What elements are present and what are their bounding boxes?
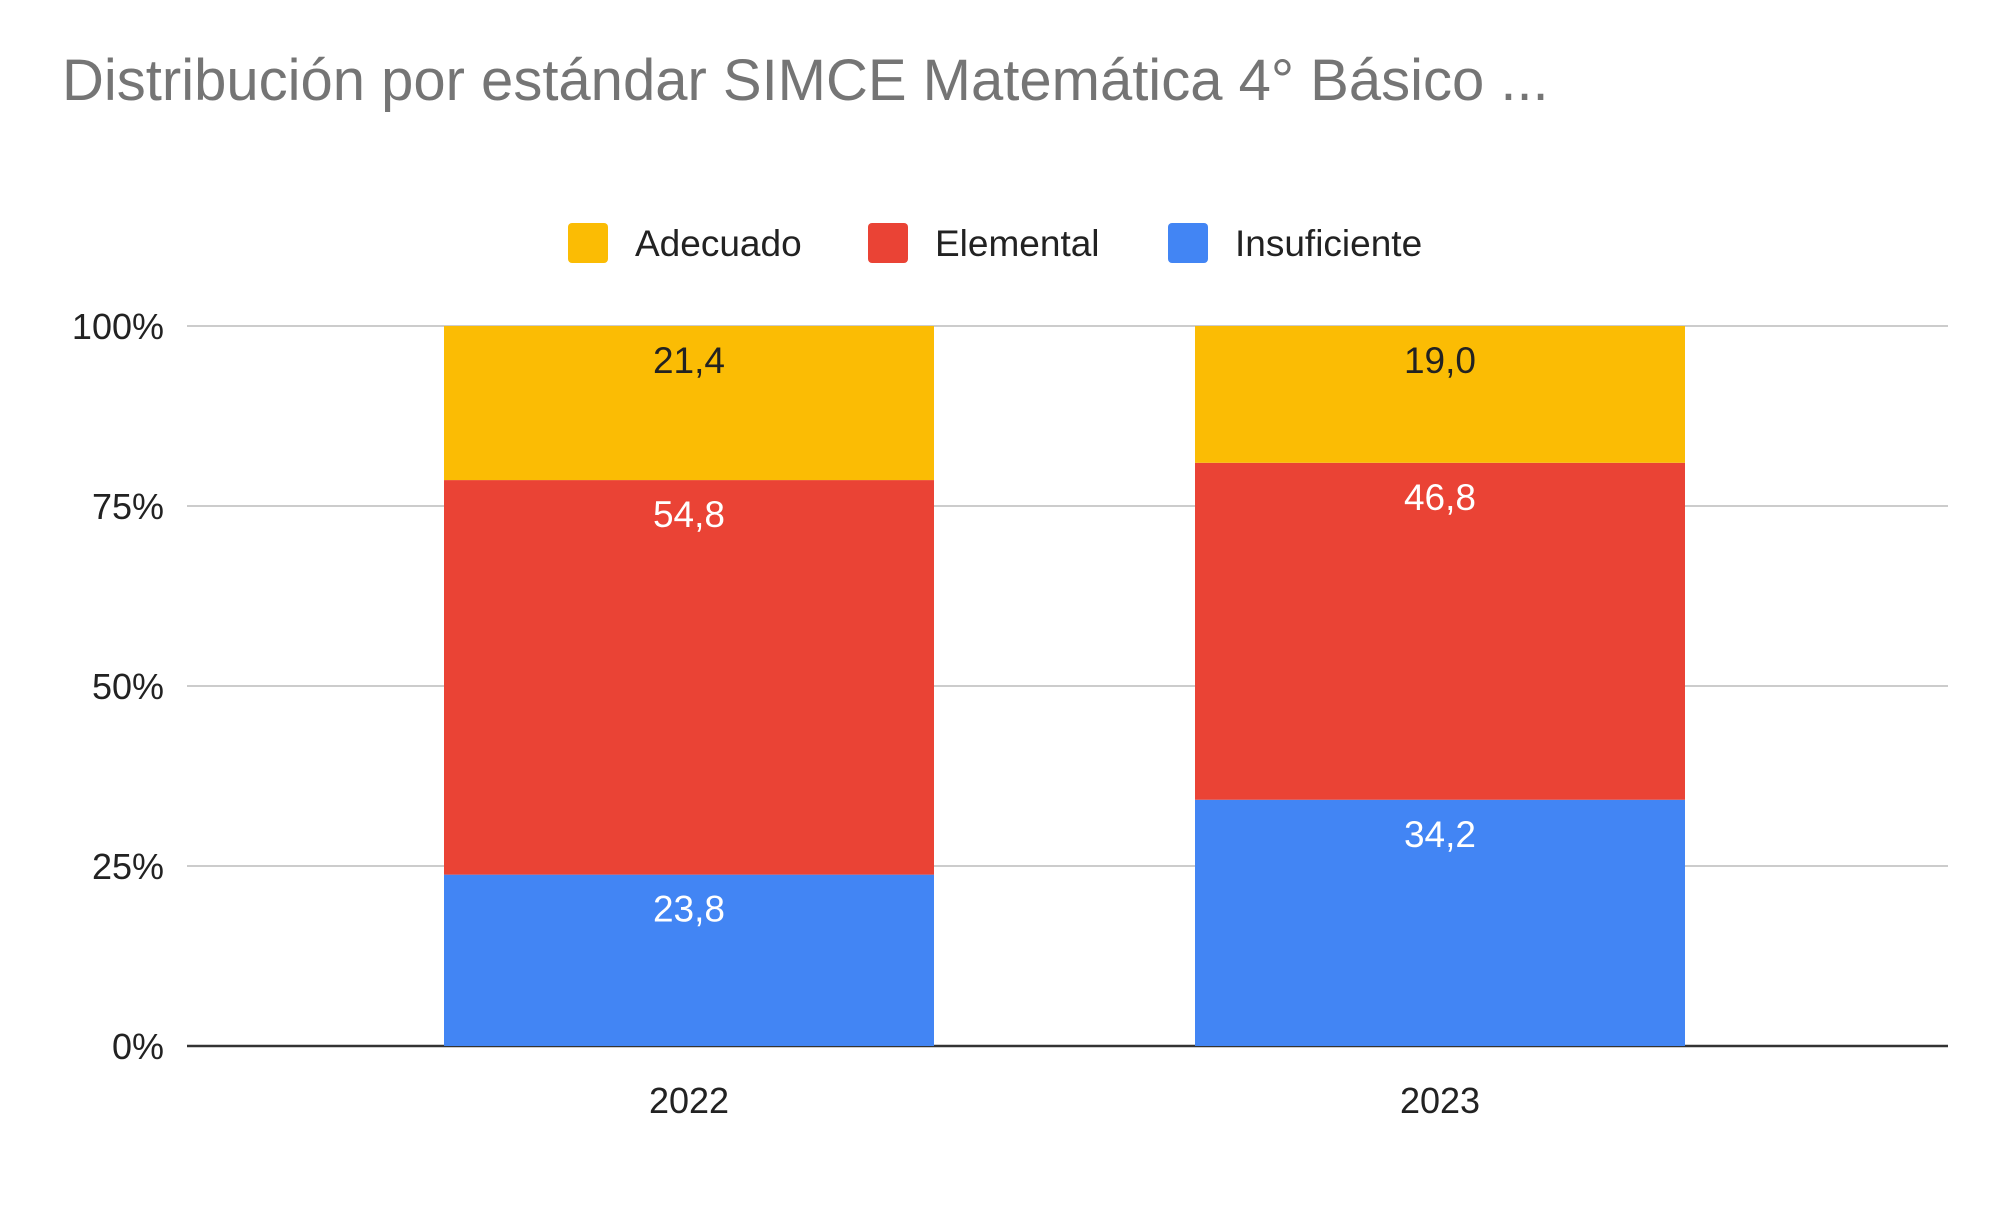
legend: Adecuado Elemental Insuficiente [568,223,1422,264]
data-label: 54,8 [653,494,725,535]
y-tick-label: 25% [92,846,164,887]
y-axis-ticks: 0% 25% 50% 75% 100% [72,306,164,1067]
legend-label-adecuado: Adecuado [635,223,802,264]
bar-segment-adecuado-2022 [444,326,934,481]
legend-label-insuficiente: Insuficiente [1235,223,1422,264]
y-tick-label: 100% [72,306,164,347]
bar-segment-elemental-2023 [1195,462,1685,800]
legend-swatch-elemental [868,223,908,263]
bar-segment-insuficiente-2022 [444,874,934,1046]
bar-segment-adecuado-2023 [1195,326,1685,463]
legend-swatch-insuficiente [1168,223,1208,263]
chart-title: Distribución por estándar SIMCE Matemáti… [62,48,1549,113]
bar-segment-insuficiente-2023 [1195,799,1685,1046]
data-labels: 23,8 54,8 21,4 34,2 46,8 19,0 [653,340,1476,930]
data-label: 23,8 [653,889,725,930]
x-tick-label: 2023 [1400,1080,1480,1121]
data-label: 21,4 [653,340,725,381]
y-tick-label: 75% [92,486,164,527]
data-label: 46,8 [1404,477,1476,518]
data-label: 34,2 [1404,814,1476,855]
x-axis-ticks: 2022 2023 [649,1080,1480,1121]
bar-segment-elemental-2022 [444,480,934,875]
legend-swatch-adecuado [568,223,608,263]
x-tick-label: 2022 [649,1080,729,1121]
y-tick-label: 50% [92,666,164,707]
y-tick-label: 0% [112,1026,164,1067]
legend-label-elemental: Elemental [935,223,1100,264]
data-label: 19,0 [1404,340,1476,381]
bars [444,326,1685,1046]
